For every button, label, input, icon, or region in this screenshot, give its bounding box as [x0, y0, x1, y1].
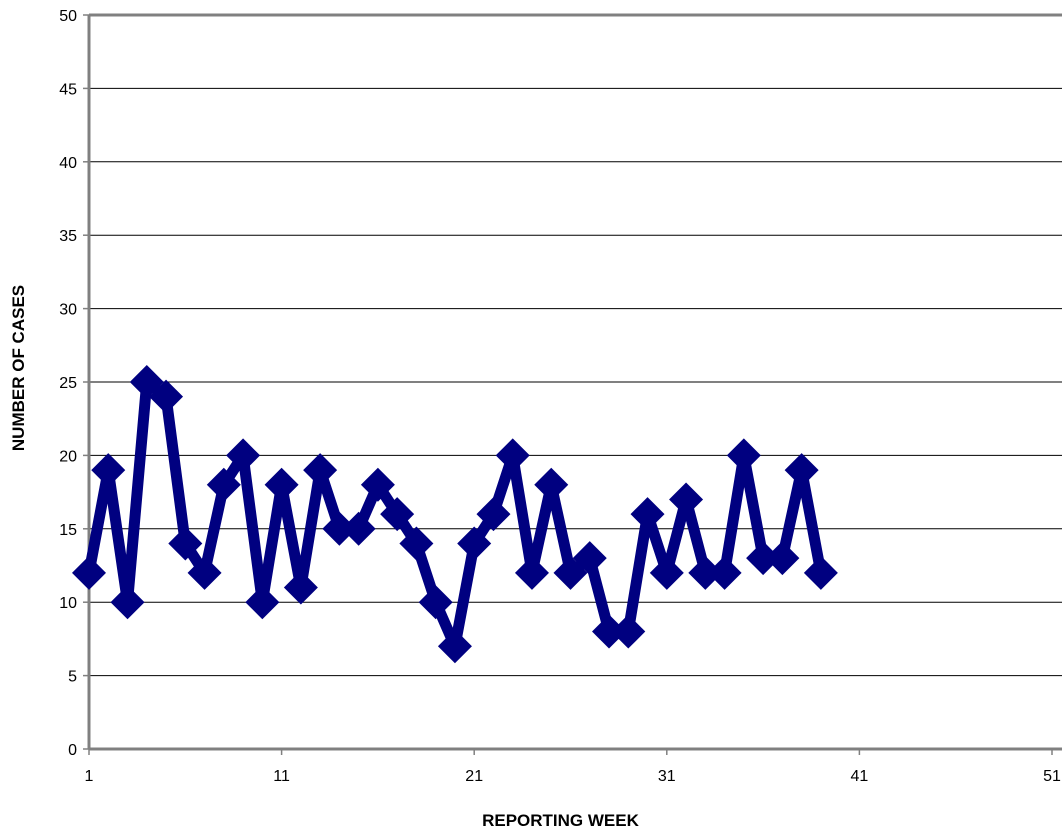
data-point-marker	[611, 614, 646, 649]
data-point-marker	[341, 511, 376, 546]
data-point-marker	[206, 467, 241, 502]
x-tick-label: 51	[1043, 768, 1061, 785]
y-axis-title: NUMBER OF CASES	[9, 285, 28, 451]
y-tick-label: 35	[59, 228, 77, 245]
data-point-marker	[803, 555, 838, 590]
x-tick-label: 31	[658, 768, 676, 785]
y-tick-label: 0	[68, 742, 77, 759]
data-point-marker	[534, 467, 569, 502]
data-point-marker	[572, 541, 607, 576]
series-group	[72, 365, 838, 664]
data-point-marker	[72, 555, 106, 590]
data-point-marker	[380, 497, 415, 532]
data-point-marker	[649, 555, 684, 590]
data-point-marker	[226, 438, 261, 473]
y-tick-label: 25	[59, 375, 77, 392]
data-point-marker	[149, 379, 184, 414]
y-tick-label: 15	[59, 522, 77, 539]
data-point-marker	[707, 555, 742, 590]
data-point-marker	[187, 555, 222, 590]
data-point-marker	[495, 438, 530, 473]
data-point-marker	[669, 482, 704, 517]
data-point-marker	[688, 555, 723, 590]
y-tick-label: 20	[59, 448, 77, 465]
data-point-marker	[322, 511, 357, 546]
y-tick-label: 40	[59, 155, 77, 172]
data-point-marker	[399, 526, 434, 561]
y-tick-label: 10	[59, 595, 77, 612]
data-point-marker	[726, 438, 761, 473]
data-point-marker	[303, 453, 338, 488]
data-point-marker	[630, 497, 665, 532]
data-point-marker	[457, 526, 492, 561]
data-point-marker	[360, 467, 395, 502]
data-point-marker	[514, 555, 549, 590]
y-tick-label: 5	[68, 669, 77, 686]
x-tick-label: 1	[85, 768, 94, 785]
x-tick-label: 41	[851, 768, 869, 785]
data-point-marker	[91, 453, 126, 488]
gridlines	[89, 87, 1062, 677]
data-point-marker	[264, 467, 299, 502]
data-point-marker	[437, 629, 472, 664]
data-point-marker	[283, 570, 318, 605]
data-point-marker	[168, 526, 203, 561]
y-tick-label: 45	[59, 81, 77, 98]
data-point-marker	[418, 585, 453, 620]
data-point-marker	[765, 541, 800, 576]
y-tick-label: 50	[59, 8, 77, 25]
data-point-marker	[746, 541, 781, 576]
x-tick-label: 11	[273, 768, 290, 785]
data-point-marker	[110, 585, 145, 620]
y-tick-label: 30	[59, 302, 77, 319]
x-tick-label: 21	[465, 768, 483, 785]
data-point-marker	[784, 453, 819, 488]
series-line	[83, 376, 827, 652]
data-point-marker	[245, 585, 280, 620]
x-axis-title: REPORTING WEEK	[482, 811, 640, 830]
data-point-marker	[476, 497, 511, 532]
data-point-marker	[592, 614, 627, 649]
